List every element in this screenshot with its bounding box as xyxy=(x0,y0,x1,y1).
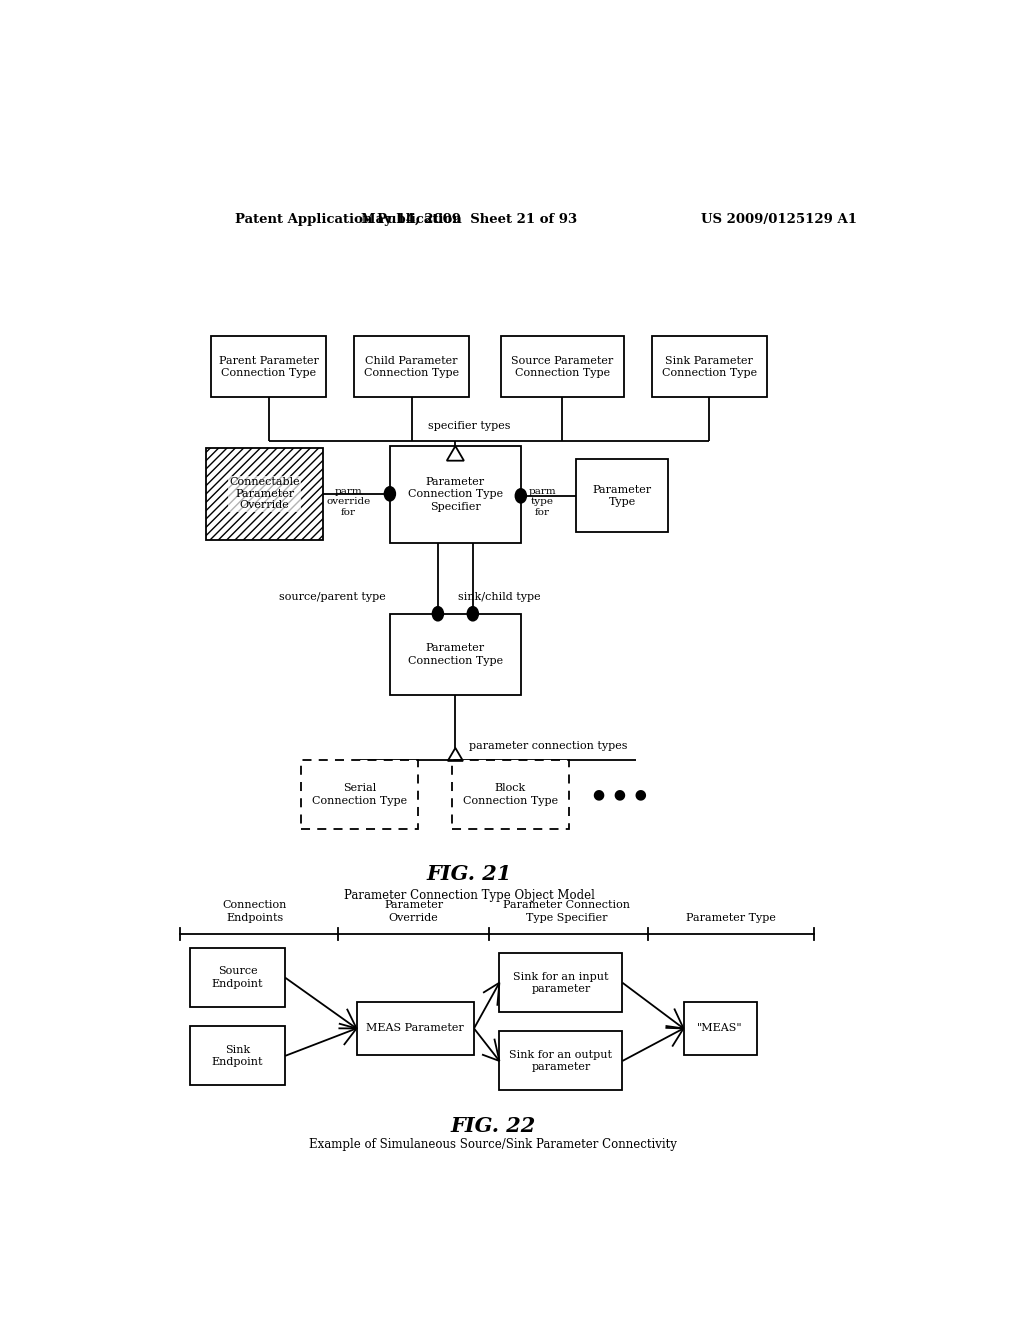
Bar xyxy=(452,760,569,829)
Text: FIG. 21: FIG. 21 xyxy=(427,865,512,884)
Text: Connection
Endpoints: Connection Endpoints xyxy=(223,900,287,923)
Bar xyxy=(354,337,469,397)
Text: Example of Simulaneous Source/Sink Parameter Connectivity: Example of Simulaneous Source/Sink Param… xyxy=(309,1138,677,1151)
Text: Source Parameter
Connection Type: Source Parameter Connection Type xyxy=(511,355,613,378)
Text: parameter connection types: parameter connection types xyxy=(469,741,628,751)
Circle shape xyxy=(384,487,395,500)
Text: MEAS Parameter: MEAS Parameter xyxy=(367,1023,464,1034)
Bar xyxy=(206,447,324,540)
Text: Parameter
Type: Parameter Type xyxy=(593,484,651,507)
Text: ●  ●  ●: ● ● ● xyxy=(593,788,647,801)
Circle shape xyxy=(432,607,443,620)
Text: Parameter Connection
Type Specifier: Parameter Connection Type Specifier xyxy=(504,900,631,923)
Bar xyxy=(684,1002,757,1055)
Text: Parameter Type: Parameter Type xyxy=(686,912,776,923)
Text: Parent Parameter
Connection Type: Parent Parameter Connection Type xyxy=(219,355,318,378)
Circle shape xyxy=(515,488,526,503)
Text: "MEAS": "MEAS" xyxy=(697,1023,742,1034)
Text: Parameter
Connection Type: Parameter Connection Type xyxy=(408,643,503,665)
Text: parm
override
for: parm override for xyxy=(327,487,371,517)
Text: Sink for an output
parameter: Sink for an output parameter xyxy=(509,1049,612,1072)
Text: US 2009/0125129 A1: US 2009/0125129 A1 xyxy=(700,213,857,226)
Circle shape xyxy=(467,607,478,620)
Text: Connectable
Parameter
Override: Connectable Parameter Override xyxy=(229,478,300,511)
Text: Sink Parameter
Connection Type: Sink Parameter Connection Type xyxy=(662,355,757,378)
Bar xyxy=(501,337,624,397)
Bar xyxy=(390,446,521,543)
Bar xyxy=(211,337,327,397)
Text: Child Parameter
Connection Type: Child Parameter Connection Type xyxy=(365,355,460,378)
Text: Parameter
Override: Parameter Override xyxy=(384,900,443,923)
Text: Parameter
Connection Type
Specifier: Parameter Connection Type Specifier xyxy=(408,477,503,512)
Bar xyxy=(189,948,285,1007)
Text: parm
type
for: parm type for xyxy=(528,487,556,517)
Text: Sink
Endpoint: Sink Endpoint xyxy=(212,1044,263,1067)
Bar xyxy=(500,1031,623,1090)
Text: source/parent type: source/parent type xyxy=(280,593,386,602)
Text: sink/child type: sink/child type xyxy=(458,593,541,602)
Text: Source
Endpoint: Source Endpoint xyxy=(212,966,263,989)
Text: specifier types: specifier types xyxy=(428,421,511,430)
Bar xyxy=(652,337,767,397)
Bar xyxy=(577,459,668,532)
Bar xyxy=(500,953,623,1012)
Bar xyxy=(189,1027,285,1085)
Bar xyxy=(356,1002,474,1055)
Text: Block
Connection Type: Block Connection Type xyxy=(463,784,558,807)
Text: Parameter Connection Type Object Model: Parameter Connection Type Object Model xyxy=(344,888,595,902)
Text: Serial
Connection Type: Serial Connection Type xyxy=(312,784,408,807)
Text: May 14, 2009  Sheet 21 of 93: May 14, 2009 Sheet 21 of 93 xyxy=(361,213,578,226)
Text: Patent Application Publication: Patent Application Publication xyxy=(236,213,462,226)
Text: FIG. 22: FIG. 22 xyxy=(451,1115,536,1137)
Text: Sink for an input
parameter: Sink for an input parameter xyxy=(513,972,608,994)
Bar xyxy=(301,760,419,829)
Bar xyxy=(390,614,521,696)
